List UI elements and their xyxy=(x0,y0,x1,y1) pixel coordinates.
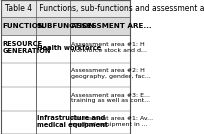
Text: Health workforce: Health workforce xyxy=(37,44,101,51)
Text: ASSESSMENT ARE...: ASSESSMENT ARE... xyxy=(71,23,152,29)
Text: RESOURCE
GENERATION: RESOURCE GENERATION xyxy=(3,41,51,54)
Text: Assessment area #1: H
workforce stock and d...: Assessment area #1: H workforce stock an… xyxy=(71,42,147,53)
Text: SUBFUNCTION: SUBFUNCTION xyxy=(37,23,95,29)
Text: Assessment area #2: H
geography, gender, fac...: Assessment area #2: H geography, gender,… xyxy=(71,68,151,79)
Text: Assessment area #3: E...
training as well as cont...: Assessment area #3: E... training as wel… xyxy=(71,93,150,103)
Text: Infrastructure and
medical equipment: Infrastructure and medical equipment xyxy=(37,115,108,128)
Text: FUNCTION: FUNCTION xyxy=(3,23,44,29)
Text: Assessment area #1: Av...
medical equipment in ...: Assessment area #1: Av... medical equipm… xyxy=(71,116,153,127)
FancyBboxPatch shape xyxy=(1,17,130,35)
FancyBboxPatch shape xyxy=(1,0,130,17)
Text: Table 4   Functions, sub-functions and assessment areas: r: Table 4 Functions, sub-functions and ass… xyxy=(5,4,204,13)
